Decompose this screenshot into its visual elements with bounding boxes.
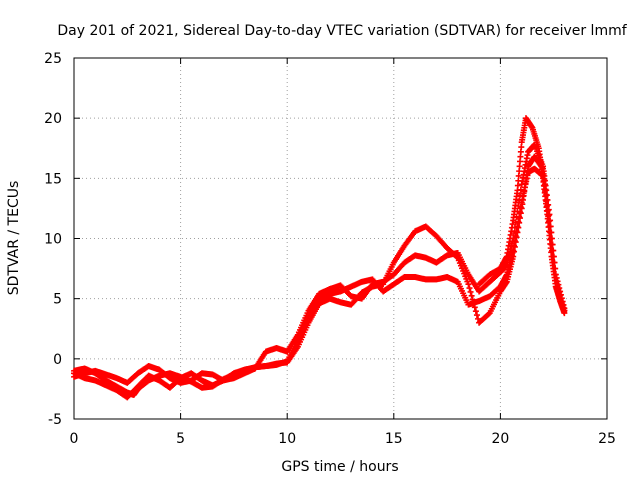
data-point: [473, 312, 480, 319]
y-tick-label: 0: [53, 352, 62, 368]
data-points: [71, 115, 568, 401]
chart-title: Day 201 of 2021, Sidereal Day-to-day VTE…: [57, 23, 627, 39]
y-tick-labels: -5 0 5 10 15 20 25: [44, 51, 62, 428]
data-point: [510, 253, 517, 260]
plot-frame: [73, 57, 608, 420]
series-track-d: [476, 115, 568, 317]
x-tick-label: 5: [176, 431, 185, 447]
grid: [74, 58, 607, 419]
y-tick-label: -5: [48, 412, 62, 428]
y-tick-label: 5: [53, 292, 62, 308]
data-point: [514, 229, 521, 236]
y-axis-label: SDTVAR / TECUs: [6, 181, 22, 296]
data-point: [472, 308, 479, 315]
series-track-b: [71, 141, 568, 386]
data-point: [513, 234, 520, 241]
data-point: [466, 285, 473, 292]
y-tick-label: 20: [44, 111, 62, 127]
data-point: [465, 281, 472, 288]
x-axis-label: GPS time / hours: [281, 459, 398, 475]
data-point: [467, 288, 474, 295]
data-point: [468, 292, 475, 299]
tick-marks: [73, 57, 608, 420]
data-point: [515, 224, 522, 231]
data-point: [511, 248, 518, 255]
data-point: [517, 215, 524, 222]
data-point: [469, 296, 476, 303]
data-point: [470, 300, 477, 307]
data-point: [561, 310, 568, 317]
data-point: [516, 219, 523, 226]
data-point: [511, 243, 518, 250]
data-point: [485, 311, 492, 318]
x-tick-labels: 0 5 10 15 20 25: [70, 431, 616, 447]
x-tick-label: 25: [598, 431, 616, 447]
y-tick-label: 15: [44, 171, 62, 187]
data-point: [512, 239, 519, 246]
data-point: [471, 304, 478, 311]
data-point: [517, 210, 524, 217]
data-point: [453, 253, 460, 260]
x-tick-label: 10: [278, 431, 296, 447]
y-tick-label: 10: [44, 232, 62, 248]
x-tick-label: 20: [491, 431, 509, 447]
y-tick-label: 25: [44, 51, 62, 67]
x-tick-label: 0: [70, 431, 79, 447]
x-tick-label: 15: [385, 431, 403, 447]
